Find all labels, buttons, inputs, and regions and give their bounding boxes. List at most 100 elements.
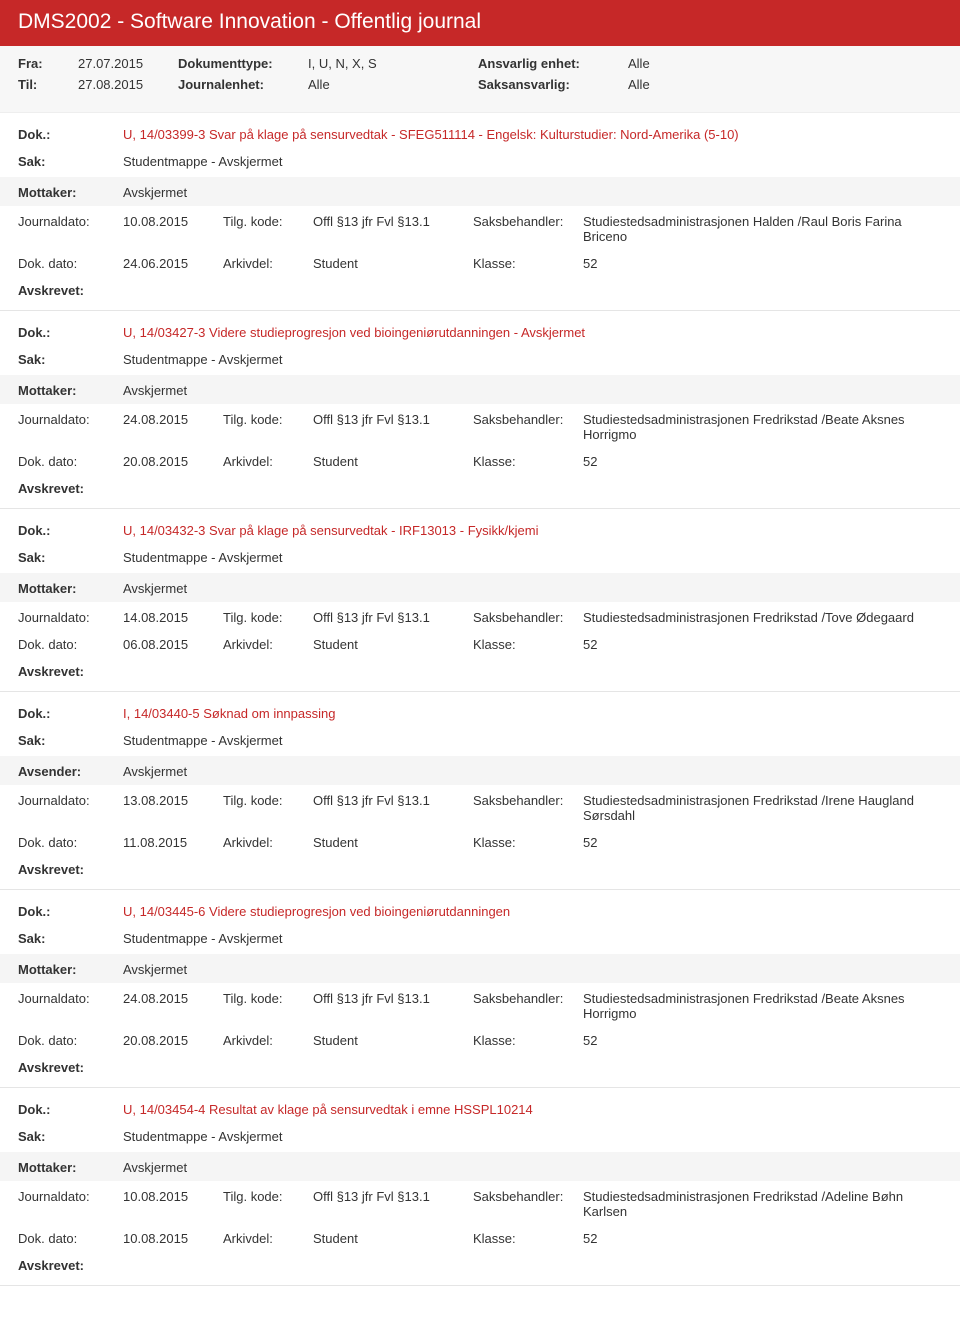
dok-row: Dok.: U, 14/03454-4 Resultat av klage på…	[0, 1098, 960, 1119]
party-label: Mottaker:	[18, 579, 123, 596]
journaldato-label: Journaldato:	[18, 793, 123, 808]
dok-label: Dok.:	[18, 323, 123, 340]
avskrevet-row: Avskrevet:	[0, 1056, 960, 1079]
journal-entry: Dok.: U, 14/03399-3 Svar på klage på sen…	[0, 113, 960, 311]
dok-row: Dok.: U, 14/03445-6 Videre studieprogres…	[0, 900, 960, 921]
saksansvarlig-label: Saksansvarlig:	[478, 77, 628, 92]
arkivdel-label: Arkivdel:	[223, 637, 313, 652]
avskrevet-row: Avskrevet:	[0, 858, 960, 881]
klasse-label: Klasse:	[473, 1033, 583, 1048]
dok-value: U, 14/03399-3 Svar på klage på sensurved…	[123, 125, 942, 142]
sak-value: Studentmappe - Avskjermet	[123, 731, 942, 748]
dok-value: U, 14/03454-4 Resultat av klage på sensu…	[123, 1100, 942, 1117]
arkivdel-label: Arkivdel:	[223, 1033, 313, 1048]
avskrevet-label: Avskrevet:	[18, 479, 84, 496]
filter-bar: Fra: 27.07.2015 Dokumenttype: I, U, N, X…	[0, 46, 960, 113]
journaldato-label: Journaldato:	[18, 1189, 123, 1204]
journal-meta-row: Journaldato: 10.08.2015 Tilg. kode: Offl…	[0, 1185, 960, 1223]
party-row: Avsender: Avskjermet	[0, 756, 960, 785]
party-row: Mottaker: Avskjermet	[0, 375, 960, 404]
saksbehandler-label: Saksbehandler:	[473, 610, 583, 625]
saksbehandler-label: Saksbehandler:	[473, 1189, 583, 1204]
journal-meta-row: Journaldato: 24.08.2015 Tilg. kode: Offl…	[0, 408, 960, 446]
klasse-label: Klasse:	[473, 637, 583, 652]
sak-row: Sak: Studentmappe - Avskjermet	[0, 150, 960, 171]
dok-value: U, 14/03445-6 Videre studieprogresjon ve…	[123, 902, 942, 919]
saksbehandler-value: Studiestedsadministrasjonen Fredrikstad …	[583, 412, 942, 442]
saksansvarlig-value: Alle	[628, 77, 728, 92]
party-label: Avsender:	[18, 762, 123, 779]
arkivdel-label: Arkivdel:	[223, 256, 313, 271]
dok-row: Dok.: I, 14/03440-5 Søknad om innpassing	[0, 702, 960, 723]
arkivdel-value: Student	[313, 256, 473, 271]
dok-value: U, 14/03427-3 Videre studieprogresjon ve…	[123, 323, 942, 340]
dok-row: Dok.: U, 14/03432-3 Svar på klage på sen…	[0, 519, 960, 540]
party-value: Avskjermet	[123, 1158, 942, 1175]
avskrevet-row: Avskrevet:	[0, 660, 960, 683]
sak-row: Sak: Studentmappe - Avskjermet	[0, 1125, 960, 1146]
til-value: 27.08.2015	[78, 77, 178, 92]
journaldato-value: 10.08.2015	[123, 1189, 223, 1204]
party-label: Mottaker:	[18, 381, 123, 398]
party-value: Avskjermet	[123, 381, 942, 398]
sak-label: Sak:	[18, 350, 123, 367]
journal-meta-row: Journaldato: 14.08.2015 Tilg. kode: Offl…	[0, 606, 960, 629]
saksbehandler-label: Saksbehandler:	[473, 793, 583, 808]
journal-meta-row: Journaldato: 13.08.2015 Tilg. kode: Offl…	[0, 789, 960, 827]
journal-entry: Dok.: I, 14/03440-5 Søknad om innpassing…	[0, 692, 960, 890]
journaldato-value: 24.08.2015	[123, 412, 223, 427]
journaldato-value: 24.08.2015	[123, 991, 223, 1006]
sak-value: Studentmappe - Avskjermet	[123, 1127, 942, 1144]
dokdato-value: 24.06.2015	[123, 256, 223, 271]
dok-row: Dok.: U, 14/03399-3 Svar på klage på sen…	[0, 123, 960, 144]
avskrevet-row: Avskrevet:	[0, 1254, 960, 1277]
arkivdel-value: Student	[313, 1033, 473, 1048]
dok-row: Dok.: U, 14/03427-3 Videre studieprogres…	[0, 321, 960, 342]
ansvarlig-enhet-label: Ansvarlig enhet:	[478, 56, 628, 71]
dokdato-value: 10.08.2015	[123, 1231, 223, 1246]
dok-value: U, 14/03432-3 Svar på klage på sensurved…	[123, 521, 942, 538]
journalenhet-value: Alle	[308, 77, 478, 92]
party-row: Mottaker: Avskjermet	[0, 1152, 960, 1181]
til-label: Til:	[18, 77, 78, 92]
page-title: DMS2002 - Software Innovation - Offentli…	[0, 0, 960, 46]
dok-label: Dok.:	[18, 1100, 123, 1117]
tilgkode-value: Offl §13 jfr Fvl §13.1	[313, 412, 473, 427]
party-label: Mottaker:	[18, 960, 123, 977]
klasse-label: Klasse:	[473, 454, 583, 469]
journalenhet-label: Journalenhet:	[178, 77, 308, 92]
party-value: Avskjermet	[123, 579, 942, 596]
tilgkode-value: Offl §13 jfr Fvl §13.1	[313, 214, 473, 229]
party-row: Mottaker: Avskjermet	[0, 177, 960, 206]
klasse-label: Klasse:	[473, 256, 583, 271]
journaldato-value: 13.08.2015	[123, 793, 223, 808]
dokdato-meta-row: Dok. dato: 20.08.2015 Arkivdel: Student …	[0, 1029, 960, 1052]
tilgkode-label: Tilg. kode:	[223, 793, 313, 808]
journaldato-value: 10.08.2015	[123, 214, 223, 229]
dokdato-label: Dok. dato:	[18, 454, 123, 469]
dokdato-meta-row: Dok. dato: 20.08.2015 Arkivdel: Student …	[0, 450, 960, 473]
dokdato-label: Dok. dato:	[18, 1033, 123, 1048]
klasse-value: 52	[583, 637, 942, 652]
avskrevet-label: Avskrevet:	[18, 1058, 84, 1075]
klasse-value: 52	[583, 1033, 942, 1048]
arkivdel-value: Student	[313, 637, 473, 652]
klasse-label: Klasse:	[473, 1231, 583, 1246]
entries-list: Dok.: U, 14/03399-3 Svar på klage på sen…	[0, 113, 960, 1286]
party-value: Avskjermet	[123, 960, 942, 977]
dokdato-label: Dok. dato:	[18, 1231, 123, 1246]
tilgkode-value: Offl §13 jfr Fvl §13.1	[313, 610, 473, 625]
dok-label: Dok.:	[18, 902, 123, 919]
sak-row: Sak: Studentmappe - Avskjermet	[0, 927, 960, 948]
journal-entry: Dok.: U, 14/03427-3 Videre studieprogres…	[0, 311, 960, 509]
tilgkode-value: Offl §13 jfr Fvl §13.1	[313, 991, 473, 1006]
party-row: Mottaker: Avskjermet	[0, 573, 960, 602]
arkivdel-value: Student	[313, 835, 473, 850]
dokdato-value: 20.08.2015	[123, 454, 223, 469]
sak-row: Sak: Studentmappe - Avskjermet	[0, 729, 960, 750]
avskrevet-label: Avskrevet:	[18, 662, 84, 679]
arkivdel-label: Arkivdel:	[223, 1231, 313, 1246]
saksbehandler-value: Studiestedsadministrasjonen Halden /Raul…	[583, 214, 942, 244]
avskrevet-label: Avskrevet:	[18, 860, 84, 877]
saksbehandler-value: Studiestedsadministrasjonen Fredrikstad …	[583, 991, 942, 1021]
